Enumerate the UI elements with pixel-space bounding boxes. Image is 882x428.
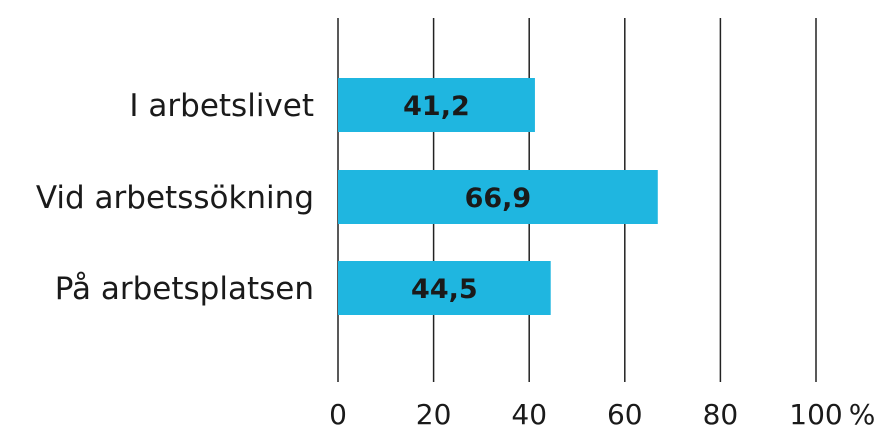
x-tick-label-40: 40 [511, 398, 547, 428]
x-tick-label-100: 100 [789, 398, 842, 428]
bar-1 [338, 78, 535, 132]
x-tick-label-80: 80 [703, 398, 739, 428]
category-label-1: I arbetslivet [129, 88, 314, 124]
bars: 41,2 66,9 44,5 [338, 78, 658, 315]
category-label-2: Vid arbetssökning [36, 180, 314, 216]
bar-3 [338, 261, 551, 315]
data-label-3: 44,5 [411, 274, 478, 305]
data-label-2: 66,9 [465, 183, 532, 214]
category-labels: I arbetslivet Vid arbetssökning På arbetsp… [36, 88, 314, 307]
x-tick-label-0: 0 [329, 398, 347, 428]
x-axis-tick-labels: 0 20 40 60 80 100 [329, 398, 843, 428]
x-tick-label-20: 20 [416, 398, 452, 428]
x-tick-label-60: 60 [607, 398, 643, 428]
category-label-3: På arbetsplatsen [55, 271, 314, 307]
data-label-1: 41,2 [403, 91, 470, 122]
x-axis-unit-label: % [849, 398, 876, 428]
bar-2 [338, 170, 658, 224]
